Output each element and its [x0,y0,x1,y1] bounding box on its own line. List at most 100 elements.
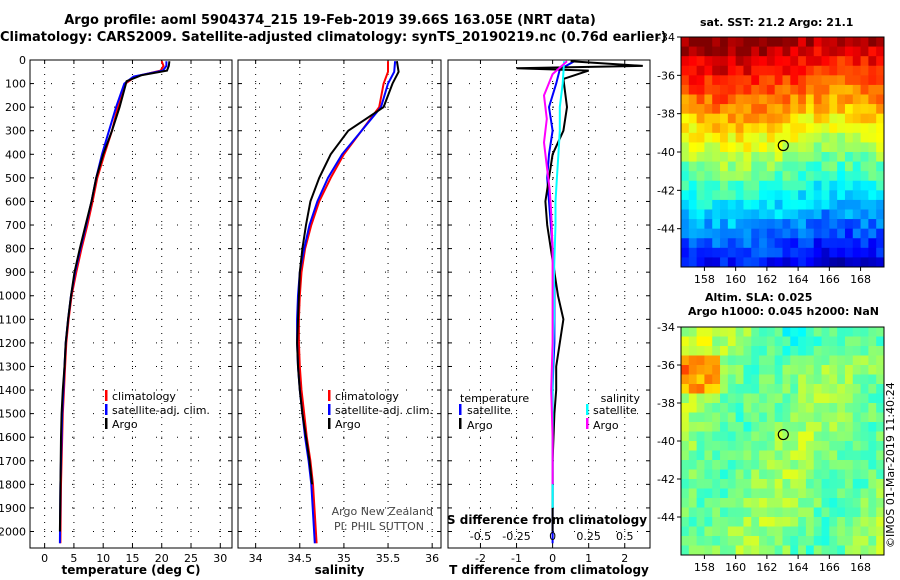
map-cell [868,517,877,527]
map-cell [852,460,862,470]
map-cell [837,219,846,230]
map-cell [688,228,698,239]
map-cell [852,75,862,86]
x-tick-label: 34.5 [288,552,313,565]
legend-label: satellite [593,404,637,417]
map-cell [805,161,815,172]
s-tick-label: 0.5 [616,530,634,543]
x-axis-label: salinity [315,563,365,577]
map-cell [790,171,799,182]
map-cell [704,460,713,470]
map-cell [782,450,791,461]
map-cell [852,526,862,537]
map-cell [735,431,744,442]
profile-panel-temperature: 0 5 10 15 20 25 30 temperature (deg C) 0 100 200 30… [0,54,233,577]
map-cell [876,507,885,518]
map-x-tick-label: 160 [725,561,746,574]
map-cell [774,161,783,172]
map-cell [821,171,830,182]
map-cell [844,171,854,182]
map-cell [782,479,791,489]
map-cell [681,517,690,527]
map-cell [688,180,698,191]
map-cell [766,132,776,143]
map-cell [782,161,791,172]
map-cell [735,46,744,57]
map-cell [868,403,877,413]
map-cell [798,393,807,404]
map-cell [759,460,768,470]
map-cell [813,346,823,356]
map-cell [852,247,862,258]
map-cell [735,374,744,385]
map-cell [798,355,807,366]
map-cell [844,365,854,375]
map-cell [751,460,760,470]
map-cell [774,152,783,163]
map-cell [704,257,713,268]
map-cell [696,384,705,394]
map-cell [852,94,862,105]
map-cell [727,336,737,347]
map-cell [798,441,807,451]
map-cell [720,247,729,258]
map-cell [727,517,737,527]
map-cell [743,526,752,537]
map-cell [813,460,823,470]
map-cell [844,526,854,537]
map-cell [735,84,744,95]
map-cell [782,199,791,210]
map-cell [751,526,760,537]
map-cell [852,384,862,394]
map-cell [681,488,690,499]
map-cell [782,190,791,201]
map-cell [837,247,846,258]
map-cell [790,422,799,432]
map-cell [821,37,830,48]
map-cell [688,517,698,527]
map-cell [790,113,799,124]
map-cell [712,228,721,239]
map-cell [688,441,698,451]
map-cell [876,403,885,413]
map-cell [782,228,791,239]
map-cell [844,355,854,366]
map-cell [813,171,823,182]
y-tick-label: 1400 [0,384,26,397]
map-cell [805,113,815,124]
map-cell [720,355,729,366]
title-line-2: Climatology: CARS2009. Satellite-adjuste… [0,30,667,45]
map-cell [766,113,776,124]
map-cell [837,536,846,546]
map-cell [712,460,721,470]
map-cell [813,75,823,86]
sla-map-title-2: Argo h1000: 0.045 h2000: NaN [688,305,880,318]
map-cell [727,374,737,385]
map-cell [712,75,721,86]
map-cell [727,422,737,432]
map-cell [805,355,815,366]
map-cell [743,46,752,57]
map-cell [743,469,752,480]
map-cell [860,113,869,124]
map-cell [798,327,807,337]
map-cell [720,536,729,546]
map-cell [704,469,713,480]
map-cell [813,422,823,432]
map-cell [688,171,698,182]
map-cell [712,209,721,220]
map-cell [720,75,729,86]
map-cell [844,507,854,518]
map-cell [782,238,791,249]
legend-title: salinity [601,392,641,405]
map-cell [829,460,838,470]
map-cell [844,152,854,163]
map-cell [837,37,846,48]
y-tick-label: 900 [5,266,26,279]
map-cell [876,536,885,546]
map-cell [829,113,838,124]
map-cell [782,507,791,518]
map-cell [813,365,823,375]
map-cell [759,403,768,413]
map-cell [813,374,823,385]
